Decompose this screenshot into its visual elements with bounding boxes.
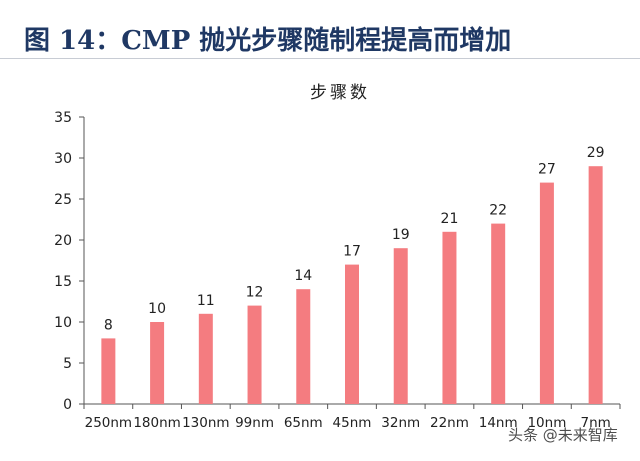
chart-title: 步骤数 <box>310 83 370 103</box>
data-label: 29 <box>587 145 605 161</box>
bar-65nm <box>296 289 311 404</box>
y-tick-label: 35 <box>54 110 72 126</box>
y-tick-label: 20 <box>54 233 72 249</box>
bar-14nm <box>491 223 506 404</box>
data-label: 17 <box>343 244 361 260</box>
x-tick-label: 65nm <box>284 415 323 431</box>
data-label: 10 <box>148 301 166 317</box>
y-tick-label: 25 <box>54 192 72 208</box>
x-tick-label: 10nm <box>527 415 566 431</box>
data-label: 12 <box>246 285 264 301</box>
x-tick-label: 130nm <box>182 415 229 431</box>
x-tick-label: 22nm <box>430 415 469 431</box>
bar-7nm <box>588 166 603 404</box>
title-divider <box>0 58 640 59</box>
data-label: 21 <box>441 211 459 227</box>
bar-45nm <box>345 264 359 404</box>
bar-99nm <box>247 305 262 404</box>
data-labels: 8 10 11 12 14 17 19 21 22 27 29 <box>104 145 605 333</box>
x-tick-label: 180nm <box>133 415 180 431</box>
y-tick-label: 0 <box>63 397 72 413</box>
data-label: 14 <box>294 268 312 284</box>
figure-title: 图 14：CMP 抛光步骤随制程提高而增加 <box>24 26 512 56</box>
bar-180nm <box>150 322 165 404</box>
bar-32nm <box>393 248 408 404</box>
bar-10nm <box>539 182 554 404</box>
bars <box>101 166 603 404</box>
x-tick-label: 14nm <box>479 415 518 431</box>
x-tick-label: 45nm <box>333 415 372 431</box>
axes: 0 5 10 15 20 25 30 35 250nm 180nm 130nm 99nm 65nm 45n… <box>54 110 621 431</box>
y-tick-label: 30 <box>54 151 72 167</box>
data-label: 19 <box>392 227 410 243</box>
data-label: 22 <box>489 203 507 219</box>
y-tick-label: 10 <box>54 315 72 331</box>
watermark: 头条 @未来智库 <box>508 426 618 444</box>
data-label: 27 <box>538 162 556 178</box>
y-tick-label: 5 <box>63 356 72 372</box>
x-tick-label: 250nm <box>85 415 132 431</box>
bar-130nm <box>198 313 213 404</box>
bar-250nm <box>101 338 116 404</box>
x-tick-label: 7nm <box>580 415 610 431</box>
bar-chart: 步骤数 0 5 10 15 20 25 30 35 250nm 180nm 130nm 99nm 65n… <box>54 83 621 431</box>
x-tick-label: 99nm <box>235 415 274 431</box>
data-label: 11 <box>197 293 215 309</box>
data-label: 8 <box>104 317 113 333</box>
bar-22nm <box>442 231 457 404</box>
y-tick-label: 15 <box>54 274 72 290</box>
x-tick-label: 32nm <box>381 415 420 431</box>
